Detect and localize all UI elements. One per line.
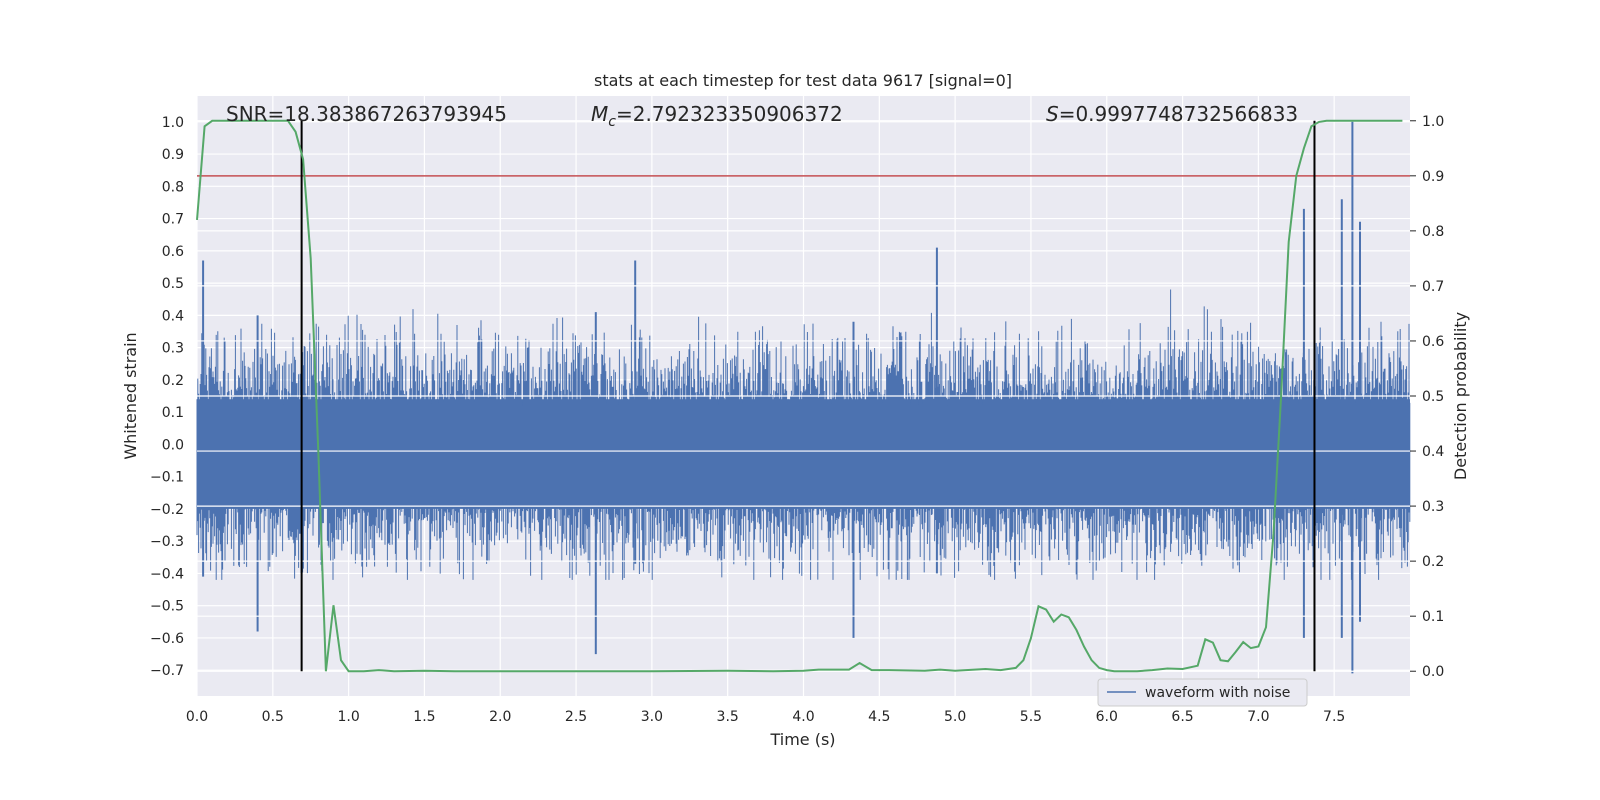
mc-value: =2.792323350906372 [616,102,843,126]
x-tick-label: 5.5 [1020,709,1042,725]
y-left-tick-label: 0.4 [162,308,184,324]
y-right-tick-label: 0.8 [1422,224,1444,240]
x-tick-label: 5.0 [944,709,966,725]
y-right-tick-label: 0.0 [1422,664,1444,680]
mc-symbol: M [591,102,608,126]
x-tick-label: 2.5 [565,709,587,725]
y-left-tick-labels: −0.7 −0.6 −0.5 −0.4 −0.3 −0.2 −0.1 0.0 0.1 0.2 0.3… [150,115,184,679]
x-tick-label: 3.0 [641,709,663,725]
x-tick-label: 0.5 [262,709,284,725]
legend-box [1097,678,1308,707]
chart-title: stats at each timestep for test data 961… [594,71,1012,90]
legend-label: waveform with noise [1145,685,1290,701]
snr-annotation: SNR=18.383867263793945 [226,102,507,126]
x-tick-label: 4.5 [868,709,890,725]
x-tick-label: 7.0 [1247,709,1269,725]
y-left-tick-label: −0.5 [150,599,184,615]
y-left-tick-label: −0.2 [150,502,184,518]
x-axis-label: Time (s) [769,730,835,749]
y-right-tick-label: 0.5 [1422,389,1444,405]
y-left-tick-label: −0.7 [150,663,184,679]
noise-spikes [196,289,1411,580]
y-right-tick-label: 1.0 [1422,114,1444,130]
y-left-tick-label: 1.0 [162,115,184,131]
x-tick-label: 1.0 [337,709,359,725]
x-tick-label: 7.5 [1323,709,1345,725]
y-right-tick-label: 0.3 [1422,499,1444,515]
y-right-tick-label: 0.4 [1422,444,1444,460]
legend: waveform with noise [1097,678,1308,707]
y-left-tick-label: 0.9 [162,147,184,163]
y-left-tick-label: 0.1 [162,405,184,421]
y-right-tick-label: 0.6 [1422,334,1444,350]
y-left-tick-label: −0.6 [150,631,184,647]
x-tick-label: 3.5 [717,709,739,725]
x-tick-label: 1.5 [413,709,435,725]
s-annotation: S=0.9997748732566833 [1046,102,1298,126]
x-tick-label: 6.5 [1171,709,1193,725]
mc-annotation: Mc=2.792323350906372 [591,102,843,130]
y-left-tick-label: −0.3 [150,534,184,550]
y-left-axis-label: Whitened strain [121,332,140,459]
s-symbol: S [1046,102,1059,126]
y-left-tick-label: 0.2 [162,373,184,389]
y-left-tick-label: 0.0 [162,437,184,453]
y-right-tick-labels: 0.0 0.1 0.2 0.3 0.4 0.5 0.6 0.7 0.8 0.9 1.0 [1410,114,1444,680]
y-left-tick-label: −0.4 [150,566,184,582]
y-left-tick-label: 0.8 [162,179,184,195]
waveform-with-noise-series [196,121,1411,674]
x-tick-label: 6.0 [1096,709,1118,725]
x-tick-label: 0.0 [186,709,208,725]
y-left-tick-label: 0.6 [162,244,184,260]
y-left-tick-label: 0.5 [162,276,184,292]
y-right-tick-label: 0.9 [1422,169,1444,185]
y-right-tick-label: 0.2 [1422,554,1444,570]
y-left-tick-label: 0.3 [162,341,184,357]
x-tick-labels: 0.0 0.5 1.0 1.5 2.0 2.5 3.0 3.5 4.0 4.5 5.0 5.5 6.0 6… [186,709,1345,725]
y-right-tick-label: 0.1 [1422,609,1444,625]
y-left-tick-label: 0.7 [162,212,184,228]
y-left-tick-label: −0.1 [150,470,184,486]
vertical-markers [300,120,1316,672]
x-tick-label: 2.0 [489,709,511,725]
detection-probability-line [196,119,1403,673]
s-value: =0.9997748732566833 [1059,102,1298,126]
x-tick-label: 4.0 [792,709,814,725]
plot-area [196,96,1411,696]
y-right-axis-label: Detection probability [1451,312,1470,480]
mc-subscript: c [608,114,616,130]
noise-peaks [202,121,1361,674]
y-right-tick-label: 0.7 [1422,279,1444,295]
